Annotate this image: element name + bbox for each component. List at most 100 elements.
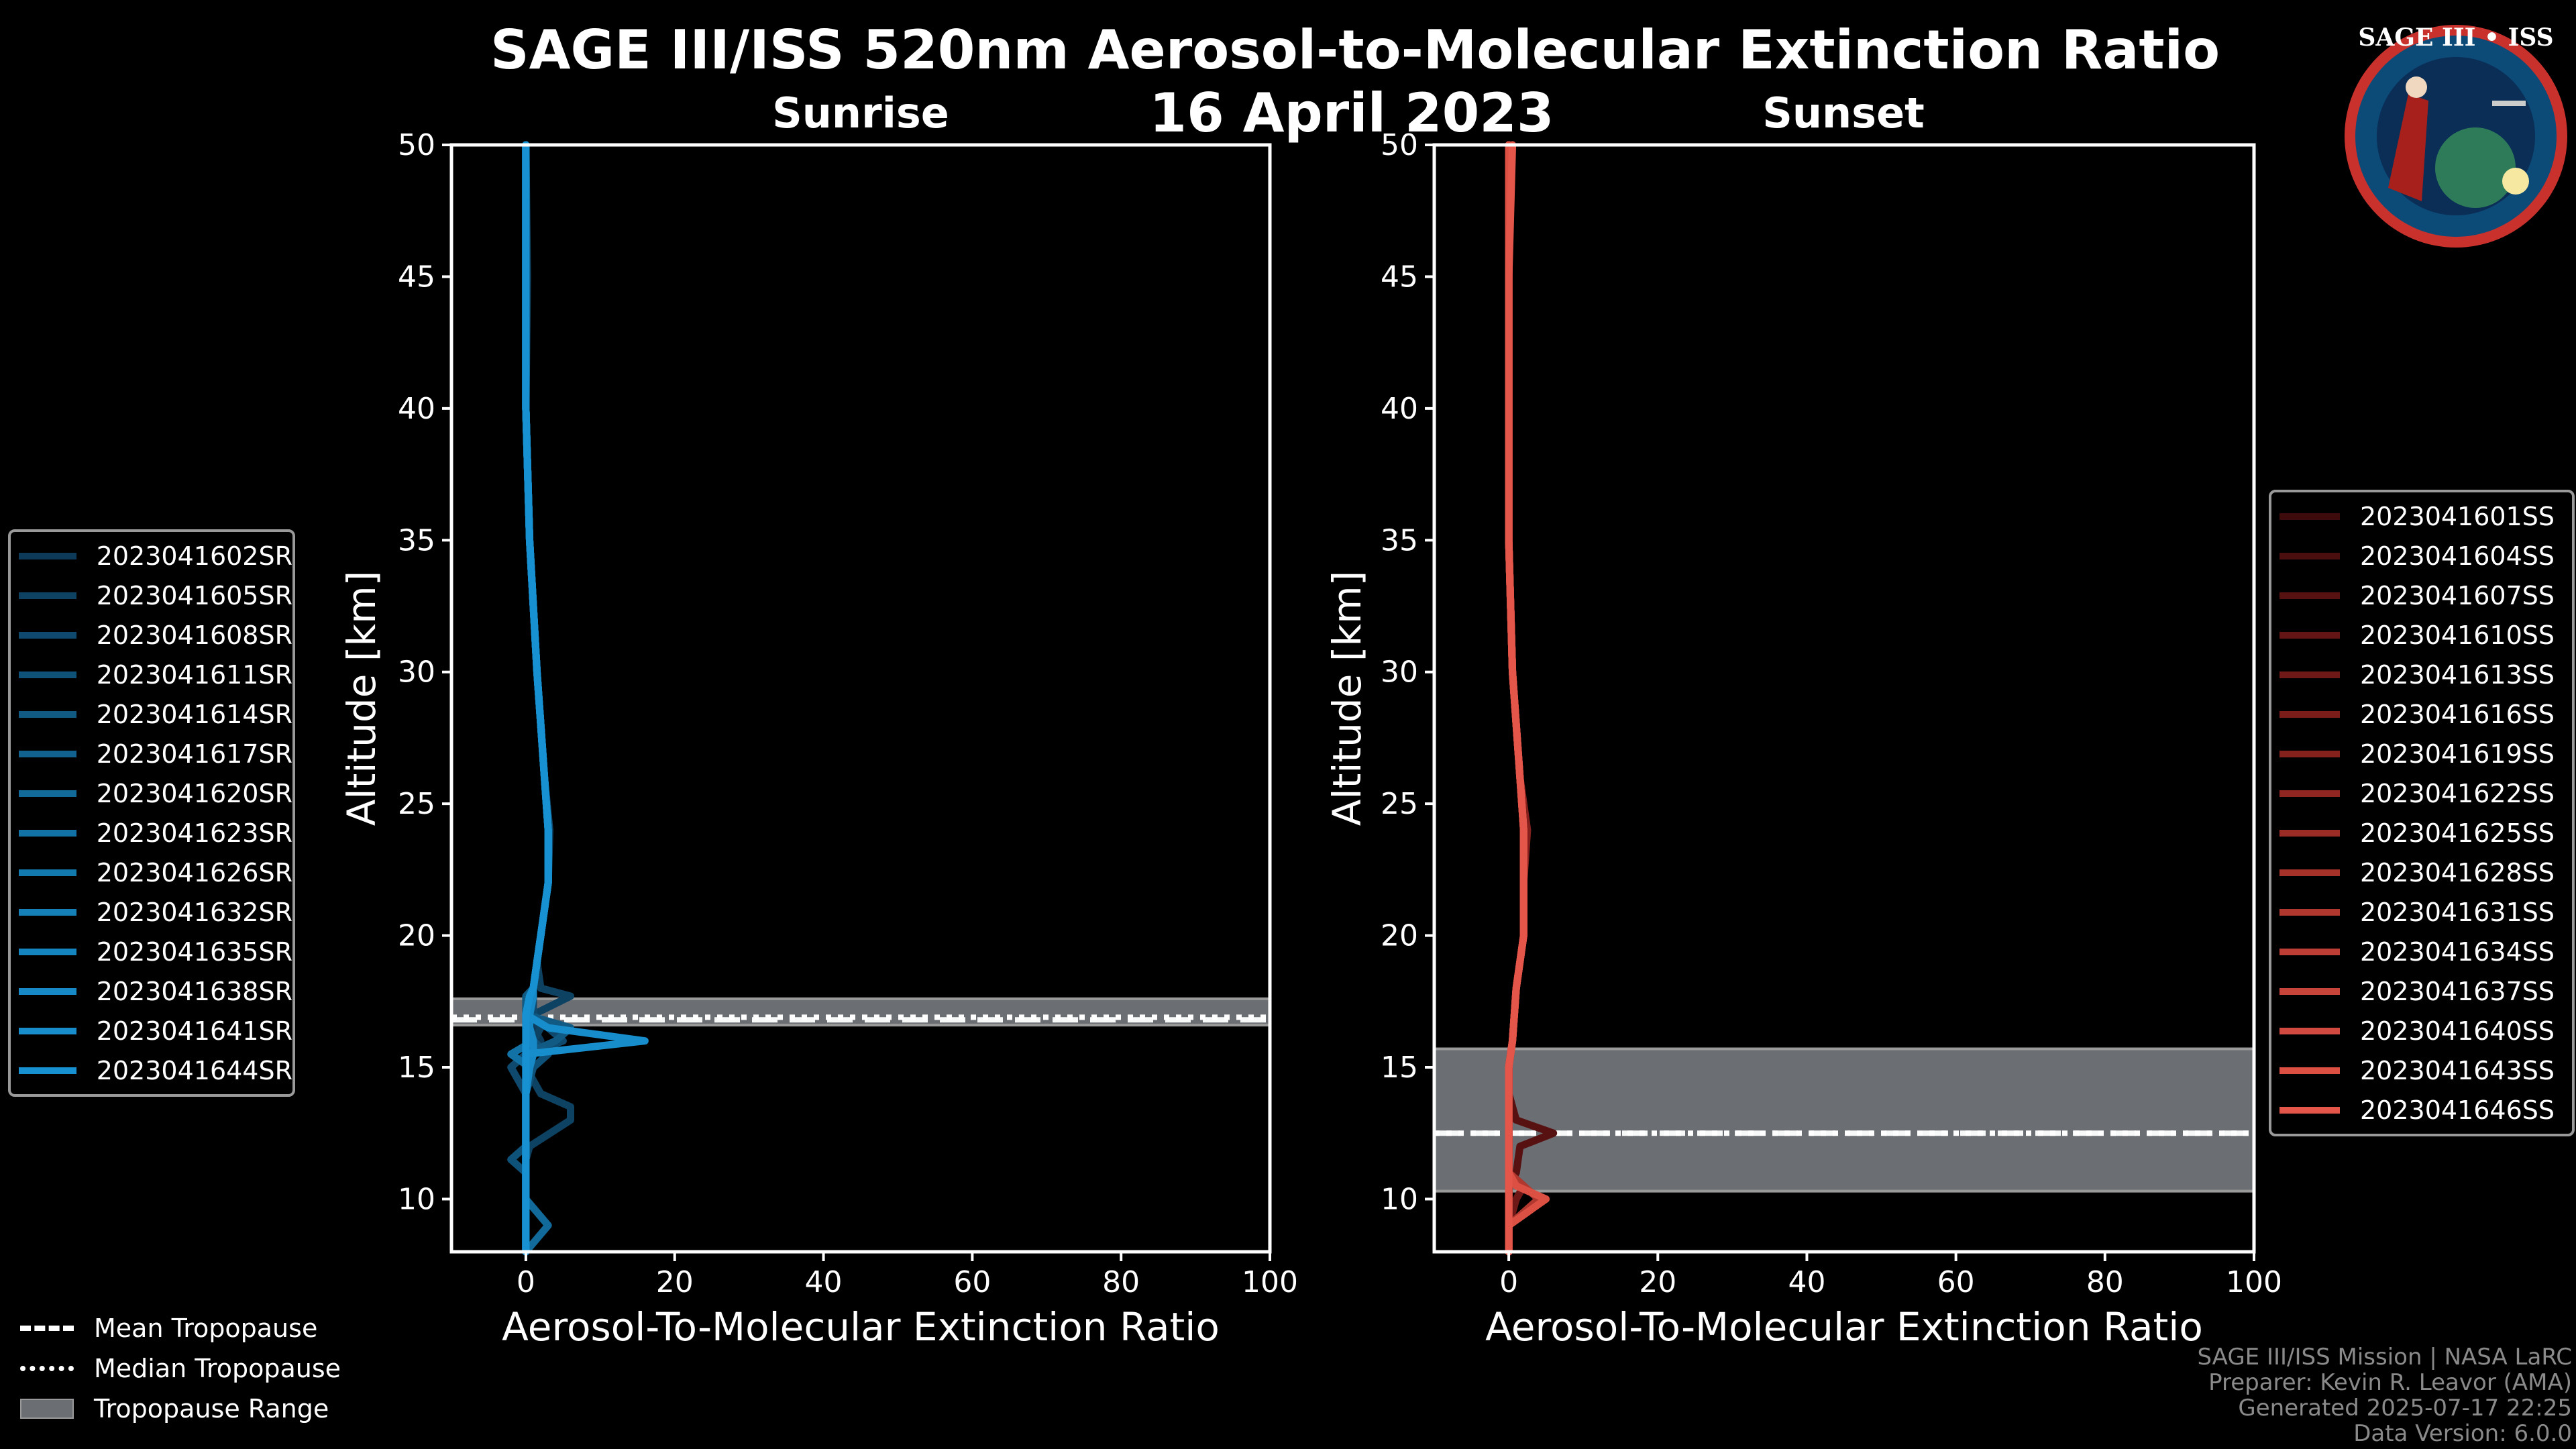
tropopause-range-band xyxy=(1433,1047,2255,1193)
legend-line-swatch xyxy=(19,948,76,955)
x-axis-label: Aerosol-To-Molecular Extinction Ratio xyxy=(502,1304,1220,1350)
x-tick-label: 100 xyxy=(2226,1265,2282,1299)
legend-line-swatch xyxy=(2279,790,2340,797)
legend-item: 2023041638SR xyxy=(11,971,292,1011)
legend-label: 2023041620SR xyxy=(96,778,292,808)
legend-item: 2023041634SS xyxy=(2271,932,2572,971)
legend-label: 2023041610SS xyxy=(2360,620,2555,650)
legend-label: 2023041643SS xyxy=(2360,1055,2555,1085)
x-tick-label: 20 xyxy=(656,1265,694,1299)
legend-line-swatch xyxy=(2279,1027,2340,1034)
legend-item: 2023041617SR xyxy=(11,734,292,773)
figure-title: SAGE III/ISS 520nm Aerosol-to-Molecular … xyxy=(490,19,2220,81)
legend-item: 2023041646SS xyxy=(2271,1090,2572,1130)
footer-mission: SAGE III/ISS Mission | NASA LaRC xyxy=(2197,1344,2572,1371)
legend-item: 2023041626SR xyxy=(11,853,292,892)
legend-item: 2023041614SR xyxy=(11,694,292,734)
legend-label: 2023041646SS xyxy=(2360,1095,2555,1125)
legend-label: 2023041637SS xyxy=(2360,976,2555,1006)
legend-label: 2023041644SR xyxy=(96,1055,292,1085)
legend-line-swatch xyxy=(19,552,76,559)
y-axis-label: Altitude [km] xyxy=(1324,571,1370,826)
legend-line-swatch xyxy=(2279,513,2340,520)
legend-item: 2023041637SS xyxy=(2271,971,2572,1011)
legend-label: 2023041604SS xyxy=(2360,541,2555,571)
legend-line-swatch xyxy=(2279,671,2340,678)
y-tick-label: 15 xyxy=(398,1051,435,1085)
y-tick-label: 25 xyxy=(1381,787,1418,821)
legend-item: 2023041622SS xyxy=(2271,773,2572,813)
legend-line-swatch xyxy=(19,790,76,797)
y-tick-label: 50 xyxy=(1381,128,1418,162)
legend-item: 2023041631SS xyxy=(2271,892,2572,932)
legend-label: 2023041628SS xyxy=(2360,857,2555,888)
legend-median-tropopause: Median Tropopause xyxy=(20,1348,341,1389)
legend-label: 2023041622SS xyxy=(2360,778,2555,808)
footer-version: Data Version: 6.0.0 xyxy=(2353,1420,2572,1447)
legend-line-swatch xyxy=(19,631,76,639)
legend-label: 2023041623SR xyxy=(96,818,292,848)
legend-line-swatch xyxy=(19,592,76,599)
legend-label: Tropopause Range xyxy=(94,1394,329,1424)
legend-label: 2023041631SS xyxy=(2360,897,2555,927)
sunrise-legend: 2023041602SR 2023041605SR 2023041608SR 2023… xyxy=(8,529,295,1097)
y-tick-label: 10 xyxy=(398,1182,435,1216)
legend-item: 2023041604SS xyxy=(2271,536,2572,576)
legend-label: 2023041634SS xyxy=(2360,936,2555,967)
legend-item: 2023041610SS xyxy=(2271,615,2572,655)
legend-label: 2023041602SR xyxy=(96,541,292,571)
x-tick-label: 80 xyxy=(2086,1265,2124,1299)
x-tick-label: 80 xyxy=(1102,1265,1140,1299)
y-tick-label: 45 xyxy=(398,260,435,294)
sunrise-subtitle: Sunrise xyxy=(772,89,949,138)
sunrise-plot: 0 20 40 60 80 100 10 15 20 25 30 35 40 45 50 Aerosol-To… xyxy=(339,128,1298,1350)
x-tick-label: 20 xyxy=(1639,1265,1676,1299)
legend-item: 2023041602SR xyxy=(11,536,292,576)
legend-line-swatch xyxy=(19,1067,76,1074)
svg-text:SAGE III • ISS: SAGE III • ISS xyxy=(2358,23,2553,52)
y-tick-label: 20 xyxy=(1381,919,1418,953)
legend-line-swatch xyxy=(2279,710,2340,718)
legend-line-swatch xyxy=(2279,908,2340,916)
legend-label: 2023041640SS xyxy=(2360,1016,2555,1046)
footer-preparer: Preparer: Kevin R. Leavor (AMA) xyxy=(2208,1369,2572,1396)
x-tick-label: 40 xyxy=(805,1265,843,1299)
legend-item: 2023041611SR xyxy=(11,655,292,694)
sunset-legend: 2023041601SS 2023041604SS 2023041607SS 2023… xyxy=(2269,490,2575,1136)
legend-item: 2023041607SS xyxy=(2271,576,2572,615)
plot-area xyxy=(451,145,1270,1252)
legend-label: 2023041601SS xyxy=(2360,501,2555,531)
x-axis-label: Aerosol-To-Molecular Extinction Ratio xyxy=(1485,1304,2203,1350)
y-tick-label: 50 xyxy=(398,128,435,162)
legend-label: 2023041638SR xyxy=(96,976,292,1006)
y-tick-label: 35 xyxy=(1381,523,1418,557)
legend-line-swatch xyxy=(2279,948,2340,955)
series-line-2023041646SS xyxy=(1505,141,1527,1256)
legend-item: 2023041616SS xyxy=(2271,694,2572,734)
legend-line-swatch xyxy=(2279,829,2340,837)
x-tick-label: 0 xyxy=(1499,1265,1518,1299)
y-tick-label: 25 xyxy=(398,787,435,821)
y-tick-label: 30 xyxy=(1381,655,1418,690)
legend-item: 2023041632SR xyxy=(11,892,292,932)
plot-frame xyxy=(1432,143,2256,1254)
y-tick-label: 40 xyxy=(1381,392,1418,426)
legend-line-swatch xyxy=(19,908,76,916)
legend-line-swatch xyxy=(19,750,76,757)
legend-label: 2023041626SR xyxy=(96,857,292,888)
legend-label: 2023041641SR xyxy=(96,1016,292,1046)
legend-label: 2023041635SR xyxy=(96,936,292,967)
plot-frame xyxy=(449,143,1272,1254)
legend-item: 2023041623SR xyxy=(11,813,292,853)
legend-item: 2023041641SR xyxy=(11,1011,292,1051)
tropopause-legend: Mean Tropopause Median Tropopause Tropop… xyxy=(20,1308,341,1429)
legend-item: 2023041643SS xyxy=(2271,1051,2572,1090)
band-swatch xyxy=(20,1399,74,1419)
date-label: 16 April 2023 xyxy=(1149,82,1554,144)
footer-credits: SAGE III/ISS Mission | NASA LaRC Prepare… xyxy=(2197,1344,2572,1446)
legend-line-swatch xyxy=(19,869,76,876)
legend-item: 2023041640SS xyxy=(2271,1011,2572,1051)
sunset-subtitle: Sunset xyxy=(1762,89,1925,138)
legend-label: 2023041616SS xyxy=(2360,699,2555,729)
